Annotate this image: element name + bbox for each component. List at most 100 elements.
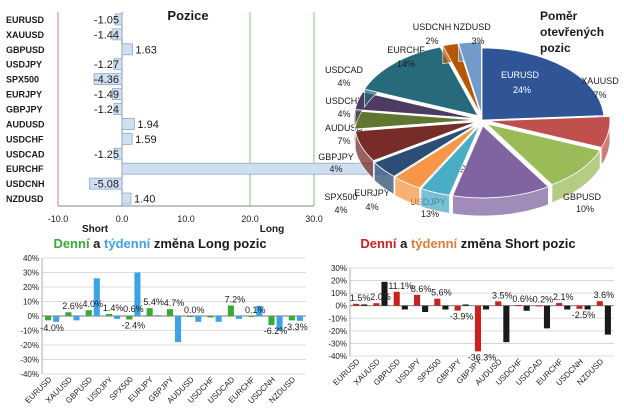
- pie-slice-percent: 13%: [421, 209, 439, 219]
- pie-slice-label: EURUSD: [501, 70, 540, 80]
- positions-category-label: SPX500: [6, 75, 39, 85]
- long-change-data-label: -6.2%: [264, 326, 288, 336]
- short-change-weekly-bar: [584, 305, 591, 310]
- positions-bar: [121, 192, 132, 205]
- positions-category-label: EURUSD: [6, 15, 45, 25]
- positions-bar: [121, 132, 133, 145]
- pie-slice-label: USDCHF: [325, 96, 363, 106]
- long-change-weekly-bar: [53, 316, 60, 322]
- positions-value-label: -1.44: [94, 29, 119, 41]
- positions-value-label: 1.94: [137, 119, 158, 131]
- long-change-y-tick: -30%: [20, 356, 39, 365]
- short-change-weekly-bar: [361, 304, 368, 306]
- pie-slice: [485, 123, 601, 186]
- pie-slice: [487, 116, 611, 148]
- pie-slice-percent: 2%: [425, 36, 438, 46]
- positions-value-label: -5.08: [94, 179, 119, 191]
- pie-title: pozic: [540, 41, 571, 55]
- short-change-y-tick: -40%: [328, 352, 347, 361]
- positions-category-label: USDCNH: [6, 179, 45, 189]
- long-change-y-tick: 40%: [23, 254, 39, 263]
- short-change-data-label: 5.6%: [431, 288, 452, 298]
- short-change-data-label: 1.5%: [350, 293, 371, 303]
- long-change-weekly-bar: [256, 305, 263, 316]
- short-change-title-part: týdenní: [411, 236, 458, 251]
- long-change-weekly-bar: [114, 316, 121, 319]
- pie-slice-percent: 4%: [337, 78, 350, 88]
- short-change-weekly-bar: [523, 305, 530, 311]
- long-change-data-label: 0.0%: [184, 305, 205, 315]
- long-change-daily-bar: [105, 313, 113, 316]
- long-change-weekly-bar: [154, 315, 161, 317]
- short-change-title: Denní a týdenní změna Short pozic: [360, 236, 575, 251]
- pie-slice: [458, 41, 482, 115]
- positions-category-label: USDCHF: [6, 134, 44, 144]
- positions-tick-label: 20.0: [241, 214, 259, 224]
- pie-slice-percent: 4%: [365, 202, 378, 212]
- pie-slice: [394, 124, 479, 189]
- positions-bar: [89, 177, 123, 190]
- long-change-daily-bar: [187, 316, 194, 317]
- short-change-data-label: 0.2%: [533, 294, 554, 304]
- positions-value-label: -1.49: [94, 89, 119, 101]
- short-change-daily-bar: [535, 305, 542, 307]
- long-change-daily-bar: [207, 316, 214, 318]
- short-change-data-label: 0.6%: [512, 294, 533, 304]
- pie-slice: [354, 91, 477, 119]
- positions-value-label: -1.05: [94, 14, 119, 26]
- short-change-y-tick: 20%: [331, 277, 347, 286]
- pie-slice-percent: 3%: [471, 36, 484, 46]
- long-change-data-label: 0.1%: [245, 305, 266, 315]
- long-change-daily-bar: [65, 312, 72, 316]
- long-change-weekly-bar: [296, 316, 303, 321]
- long-change-title-part: Denní: [53, 236, 90, 251]
- pie-slice-label: USDCNH: [413, 22, 452, 32]
- pie-slice-percent: 4%: [337, 109, 350, 119]
- pie-slice-label: XAUUSD: [581, 76, 619, 86]
- short-change-data-label: 3.5%: [492, 290, 513, 300]
- short-change-weekly-bar: [564, 305, 571, 310]
- short-change-daily-bar: [353, 303, 360, 306]
- long-change-y-tick: -40%: [20, 370, 39, 379]
- positions-value-label: 1.63: [135, 44, 156, 56]
- short-change-data-label: 8.6%: [411, 284, 432, 294]
- pie-slice-label: EURCHF: [387, 45, 425, 55]
- pie-slice-label: AUDUSD: [325, 123, 364, 133]
- short-change-y-tick: 0%: [335, 302, 347, 311]
- long-change-y-tick: 10%: [23, 298, 39, 307]
- pie-slice-label: EURJPY: [354, 188, 390, 198]
- short-change-weekly-bar: [422, 305, 429, 312]
- short-change-title-part: a: [396, 236, 410, 251]
- short-change-y-tick: 30%: [331, 264, 347, 273]
- long-change-daily-bar: [45, 316, 52, 321]
- short-change-y-tick: -10%: [328, 314, 347, 323]
- positions-tick-label: 10.0: [177, 214, 195, 224]
- pie-slice-percent: 10%: [576, 204, 594, 214]
- long-change-weekly-bar: [235, 316, 243, 319]
- short-change-title-part: Denní: [360, 236, 397, 251]
- positions-short-label: Short: [82, 224, 109, 235]
- short-change-data-label: 2.0%: [370, 292, 391, 302]
- short-change-weekly-bar: [462, 304, 469, 306]
- long-change-y-tick: 20%: [23, 283, 39, 292]
- long-change-data-label: 5.4%: [143, 297, 164, 307]
- pie-slice-percent: 24%: [513, 85, 531, 95]
- short-change-daily-bar: [373, 303, 380, 306]
- pie-slice: [420, 125, 481, 196]
- positions-category-label: GBPUSD: [6, 45, 45, 55]
- short-change-daily-bar: [515, 304, 522, 306]
- pie-title: otevřených: [540, 25, 604, 39]
- short-change-data-label: 11.1%: [388, 281, 413, 291]
- positions-long-label: Long: [260, 224, 284, 235]
- pie-slice-label: GBPJPY: [318, 152, 354, 162]
- long-change-data-label: 2.6%: [62, 301, 83, 311]
- pie-slice: [442, 43, 481, 115]
- positions-category-label: EURJPY: [6, 90, 42, 100]
- long-change-title: Denní a týdenní změna Long pozic: [53, 236, 266, 251]
- short-change-data-label: -36.3%: [468, 352, 497, 362]
- short-change-daily-bar: [434, 298, 441, 306]
- long-change-weekly-bar: [215, 316, 222, 322]
- pie-title: Poměr: [540, 9, 578, 23]
- short-change-weekly-bar: [483, 305, 490, 310]
